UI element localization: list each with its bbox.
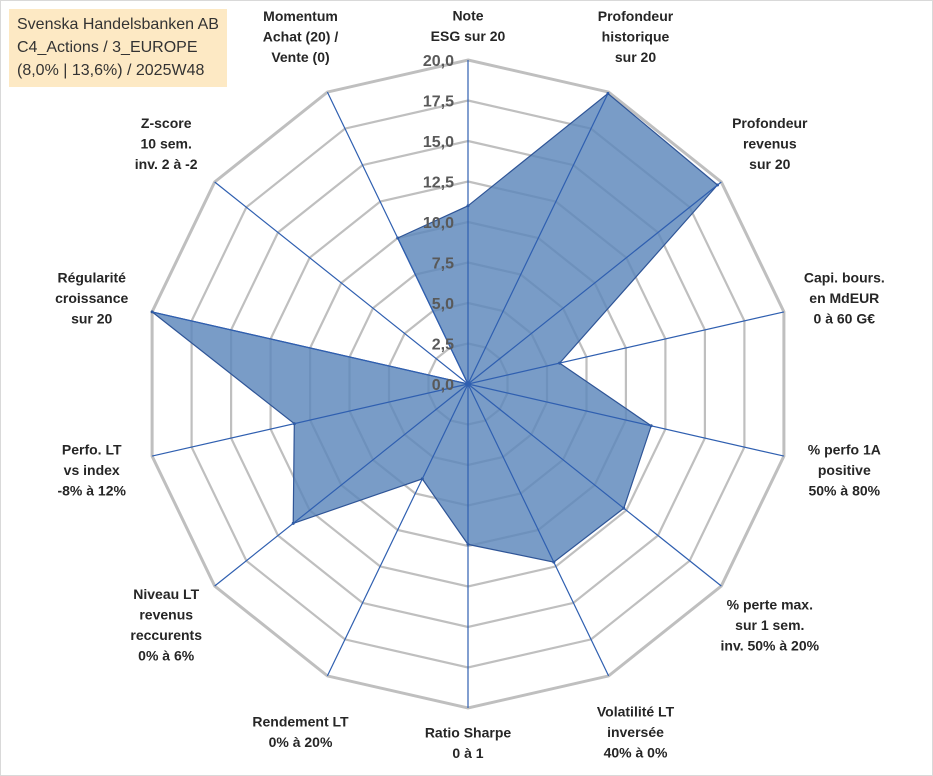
axis-label: Volatilité LT inversée 40% à 0%: [597, 703, 675, 760]
axis-label-line: Z-score: [141, 115, 192, 131]
tick-label: 17,5: [423, 94, 454, 111]
info-box: Svenska Handelsbanken AB C4_Actions / 3_…: [9, 9, 227, 87]
axis-label-line: Régularité: [57, 270, 126, 286]
axis-label-line: positive: [818, 462, 871, 478]
axis-label-line: sur 20: [749, 156, 790, 172]
axis-label-line: vs index: [64, 462, 120, 478]
axis-spoke: [467, 383, 785, 457]
axis-label-line: % perte max.: [727, 596, 813, 612]
axis-label-line: Ratio Sharpe: [425, 724, 512, 740]
axis-label-line: reccurents: [130, 627, 202, 643]
axis-label-line: sur 20: [71, 311, 112, 327]
axis-label-line: 0 à 1: [452, 745, 483, 761]
axis-label-line: Achat (20) /: [263, 28, 339, 44]
tick-label: 0,0: [432, 377, 454, 394]
axis-label-line: -8% à 12%: [57, 483, 126, 499]
axis-label-line: sur 1 sem.: [735, 617, 804, 633]
axis-label-line: en MdEUR: [809, 290, 879, 306]
tick-label: 12,5: [423, 175, 454, 192]
axis-label: Momentum Achat (20) / Vente (0): [263, 8, 339, 65]
radar-ticks: 0,0 2,5 5,0 7,5 10,0 12,5 15,0 17,5 20,0: [423, 53, 454, 394]
tick-label: 20,0: [423, 53, 454, 70]
axis-label-line: Volatilité LT: [597, 703, 675, 719]
axis-label-line: 10 sem.: [141, 136, 192, 152]
axis-label: Régularité croissance sur 20: [55, 270, 128, 327]
axis-spoke: [214, 181, 469, 385]
axis-label-line: % perfo 1A: [808, 442, 881, 458]
tick-label: 2,5: [432, 337, 454, 354]
tick-label: 15,0: [423, 134, 454, 151]
radar-axis-labels: Note ESG sur 20 Profondeur historique sur 20…: [55, 7, 885, 761]
axis-label: Niveau LT revenus reccurents 0% à 6%: [130, 586, 202, 664]
info-line-category: C4_Actions / 3_EUROPE: [17, 39, 198, 56]
axis-label-line: sur 20: [615, 49, 656, 65]
axis-spoke: [214, 383, 469, 587]
axis-label: % perte max. sur 1 sem. inv. 50% à 20%: [721, 596, 820, 653]
axis-label-line: Momentum: [263, 8, 338, 24]
radar-spokes: [151, 60, 785, 708]
axis-label-line: inv. 2 à -2: [135, 156, 198, 172]
axis-spoke: [151, 311, 469, 385]
axis-spoke: [467, 311, 785, 385]
axis-label: Z-score 10 sem. inv. 2 à -2: [135, 115, 198, 172]
tick-label: 10,0: [423, 215, 454, 232]
axis-label-line: Note: [452, 7, 483, 23]
axis-label: Profondeur historique sur 20: [598, 8, 674, 65]
axis-label-line: 0% à 20%: [269, 734, 333, 750]
axis-label-line: Vente (0): [271, 49, 329, 65]
axis-spoke: [467, 383, 722, 587]
info-line-period: (8,0% | 13,6%) / 2025W48: [17, 62, 205, 79]
axis-spoke: [467, 91, 610, 385]
axis-spoke: [151, 383, 469, 457]
axis-label-line: historique: [602, 28, 670, 44]
axis-label-line: Rendement LT: [252, 714, 349, 730]
axis-label-line: Perfo. LT: [62, 442, 122, 458]
axis-label: Profondeur revenus sur 20: [732, 115, 808, 172]
axis-label-line: 40% à 0%: [604, 744, 668, 760]
axis-label-line: Profondeur: [598, 8, 674, 24]
axis-label-line: ESG sur 20: [431, 28, 506, 44]
axis-spoke: [467, 383, 610, 677]
tick-label: 7,5: [432, 256, 454, 273]
axis-label-line: 50% à 80%: [808, 483, 880, 499]
axis-label-line: Profondeur: [732, 115, 808, 131]
info-line-company: Svenska Handelsbanken AB: [17, 16, 219, 33]
tick-label: 5,0: [432, 296, 454, 313]
axis-label: Note ESG sur 20: [431, 7, 506, 44]
axis-label-line: croissance: [55, 290, 128, 306]
axis-label: Rendement LT 0% à 20%: [252, 714, 349, 751]
axis-label: Ratio Sharpe 0 à 1: [425, 724, 512, 761]
axis-label-line: Niveau LT: [133, 586, 199, 602]
axis-label-line: revenus: [743, 136, 797, 152]
axis-label: Perfo. LT vs index -8% à 12%: [57, 442, 126, 499]
axis-label-line: inversée: [607, 724, 664, 740]
axis-label: Capi. bours. en MdEUR 0 à 60 G€: [804, 270, 885, 327]
axis-label-line: Capi. bours.: [804, 270, 885, 286]
axis-spoke: [467, 181, 722, 385]
axis-label-line: inv. 50% à 20%: [721, 637, 820, 653]
axis-spoke: [326, 91, 469, 385]
axis-label: % perfo 1A positive 50% à 80%: [808, 442, 881, 499]
axis-label-line: revenus: [139, 607, 193, 623]
axis-spoke: [326, 383, 469, 677]
axis-label-line: 0% à 6%: [138, 648, 195, 664]
axis-label-line: 0 à 60 G€: [814, 311, 876, 327]
